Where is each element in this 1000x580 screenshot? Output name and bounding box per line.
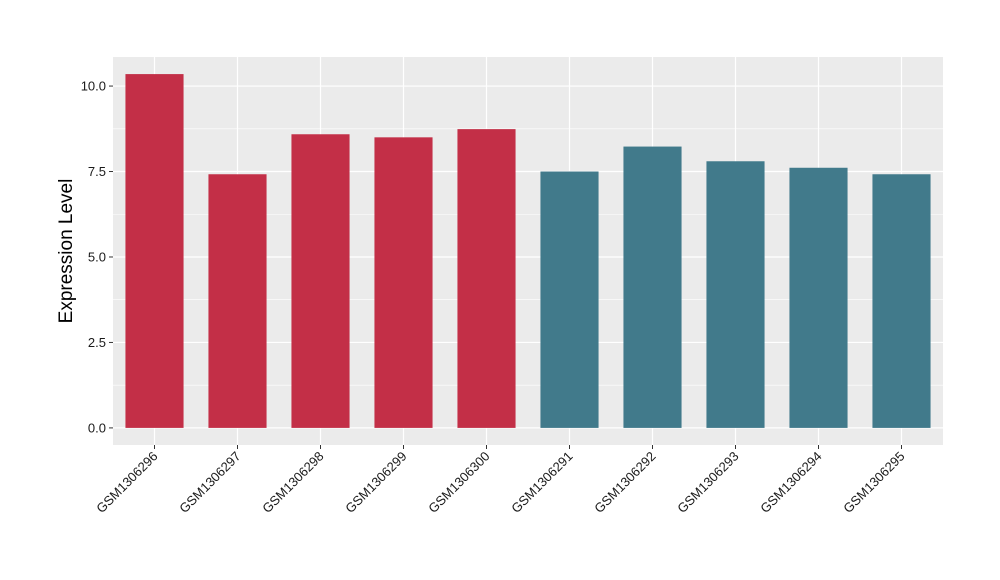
y-tick-label: 10.0 (81, 79, 106, 94)
x-tick-label: GSM1306291 (508, 449, 575, 516)
bar-GSM1306293 (706, 161, 765, 428)
bar-GSM1306295 (872, 174, 931, 428)
bar-GSM1306298 (291, 134, 350, 428)
y-tick-label: 0.0 (88, 420, 106, 435)
bar-GSM1306296 (125, 74, 184, 428)
x-tick-label: GSM1306297 (176, 449, 243, 516)
bar-GSM1306291 (540, 171, 599, 428)
x-tick-label: GSM1306300 (425, 449, 492, 516)
bars (125, 74, 931, 428)
bar-GSM1306292 (623, 146, 682, 428)
x-tick-label: GSM1306298 (259, 449, 326, 516)
x-tick-label: GSM1306294 (757, 449, 824, 516)
y-tick-label: 5.0 (88, 249, 106, 264)
x-tick-label: GSM1306295 (840, 449, 907, 516)
y-tick-label: 7.5 (88, 164, 106, 179)
x-tick-label: GSM1306296 (93, 449, 160, 516)
bar-GSM1306297 (208, 174, 267, 428)
bar-GSM1306299 (374, 137, 433, 428)
x-tick-label: GSM1306292 (591, 449, 658, 516)
bar-GSM1306294 (789, 167, 848, 428)
x-tick-label: GSM1306299 (342, 449, 409, 516)
bar-GSM1306300 (457, 129, 516, 428)
x-tick-label: GSM1306293 (674, 449, 741, 516)
y-tick-label: 2.5 (88, 335, 106, 350)
x-axis-ticks: GSM1306296 GSM1306297 GSM1306298 GSM1306299… (93, 445, 908, 516)
y-axis-ticks: 0.0 2.5 5.0 7.5 10.0 (81, 79, 113, 435)
y-axis-title: Expression Level (56, 179, 77, 324)
